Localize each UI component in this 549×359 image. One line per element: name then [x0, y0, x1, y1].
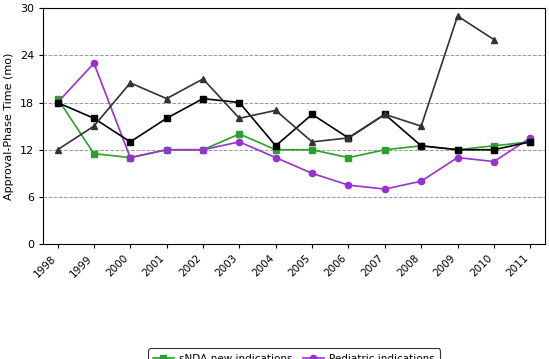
- Pediatric indications: [164, 148, 170, 152]
- sNDA-new indications: [454, 148, 461, 152]
- NDA-new indications: [272, 144, 279, 148]
- New drug: [309, 140, 315, 144]
- sNDA-new indications: [418, 144, 424, 148]
- NDA-new indications: [418, 144, 424, 148]
- sNDA-new indications: [382, 148, 388, 152]
- Y-axis label: Approval-Phase Time (mo): Approval-Phase Time (mo): [4, 52, 14, 200]
- Pediatric indications: [527, 136, 534, 140]
- New drug: [91, 124, 97, 128]
- sNDA-new indications: [527, 140, 534, 144]
- New drug: [491, 37, 497, 42]
- New drug: [164, 97, 170, 101]
- Pediatric indications: [309, 171, 315, 176]
- New drug: [454, 14, 461, 18]
- Pediatric indications: [418, 179, 424, 183]
- New drug: [272, 108, 279, 113]
- NDA-new indications: [345, 136, 352, 140]
- Line: NDA-new indications: NDA-new indications: [54, 95, 534, 153]
- Line: New drug: New drug: [54, 13, 497, 153]
- sNDA-new indications: [91, 151, 97, 156]
- NDA-new indications: [309, 112, 315, 117]
- Pediatric indications: [200, 148, 206, 152]
- sNDA-new indications: [491, 144, 497, 148]
- New drug: [236, 116, 243, 120]
- NDA-new indications: [200, 97, 206, 101]
- NDA-new indications: [382, 112, 388, 117]
- Pediatric indications: [236, 140, 243, 144]
- Pediatric indications: [91, 61, 97, 65]
- Pediatric indications: [454, 155, 461, 160]
- NDA-new indications: [236, 101, 243, 105]
- NDA-new indications: [454, 148, 461, 152]
- Pediatric indications: [491, 159, 497, 164]
- sNDA-new indications: [345, 155, 352, 160]
- New drug: [345, 136, 352, 140]
- sNDA-new indications: [127, 155, 133, 160]
- New drug: [54, 148, 61, 152]
- sNDA-new indications: [309, 148, 315, 152]
- New drug: [382, 112, 388, 117]
- New drug: [200, 77, 206, 81]
- NDA-new indications: [127, 140, 133, 144]
- Legend: sNDA-new indications, NDA-new indications, Pediatric indications, New drug: sNDA-new indications, NDA-new indication…: [148, 349, 440, 359]
- sNDA-new indications: [236, 132, 243, 136]
- NDA-new indications: [527, 140, 534, 144]
- sNDA-new indications: [164, 148, 170, 152]
- Pediatric indications: [272, 155, 279, 160]
- New drug: [418, 124, 424, 128]
- Pediatric indications: [382, 187, 388, 191]
- Pediatric indications: [345, 183, 352, 187]
- NDA-new indications: [491, 148, 497, 152]
- sNDA-new indications: [54, 97, 61, 101]
- sNDA-new indications: [272, 148, 279, 152]
- Pediatric indications: [54, 101, 61, 105]
- Line: sNDA-new indications: sNDA-new indications: [54, 95, 534, 161]
- NDA-new indications: [91, 116, 97, 120]
- New drug: [127, 81, 133, 85]
- NDA-new indications: [164, 116, 170, 120]
- sNDA-new indications: [200, 148, 206, 152]
- NDA-new indications: [54, 101, 61, 105]
- Line: Pediatric indications: Pediatric indications: [54, 60, 534, 192]
- Pediatric indications: [127, 155, 133, 160]
